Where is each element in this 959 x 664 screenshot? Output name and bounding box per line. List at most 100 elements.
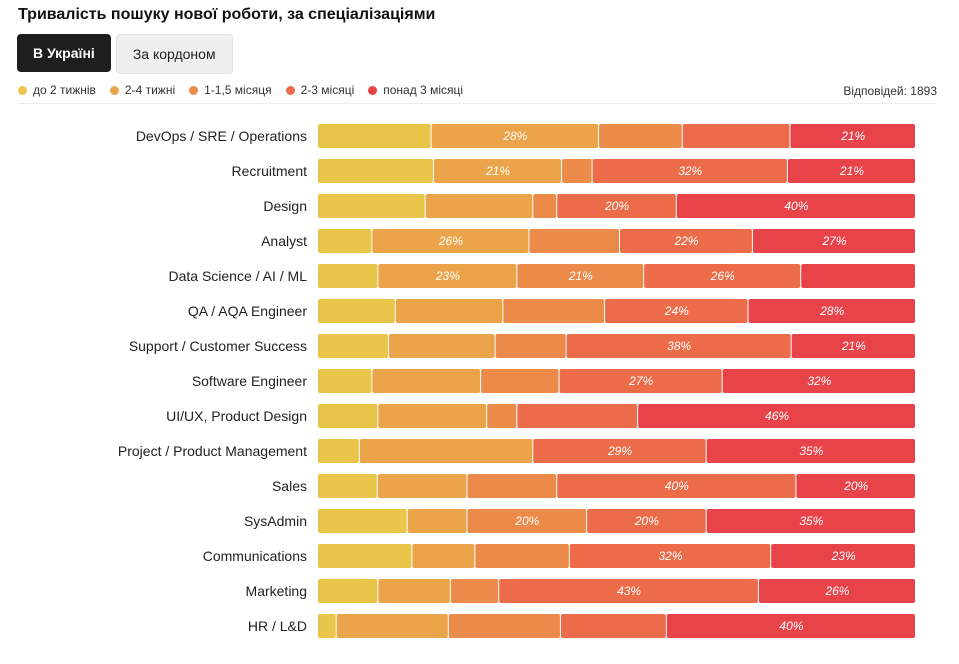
bar-segment-design-2[interactable] bbox=[425, 194, 533, 218]
bar-segment-marketing-4[interactable] bbox=[499, 579, 758, 603]
bar-segment-software-engineer-4[interactable] bbox=[559, 369, 722, 393]
bar-segment-software-engineer-2[interactable] bbox=[372, 369, 481, 393]
bar-segment-communications-2[interactable] bbox=[412, 544, 475, 568]
legend-dot-2 bbox=[109, 85, 119, 95]
bar-segment-sysadmin-5[interactable] bbox=[706, 509, 915, 533]
bar-segment-design-5[interactable] bbox=[676, 194, 915, 218]
bar-segment-software-engineer-3[interactable] bbox=[481, 369, 559, 393]
category-label-sales: Sales bbox=[272, 478, 307, 494]
bar-segment-analyst-3[interactable] bbox=[529, 229, 620, 253]
legend-item-4: 2-3 місяці bbox=[285, 83, 355, 97]
bar-segment-software-engineer-5[interactable] bbox=[722, 369, 915, 393]
bar-segment-marketing-5[interactable] bbox=[758, 579, 915, 603]
bar-segment-support-customer-success-1[interactable] bbox=[318, 334, 389, 358]
bar-segment-sales-3[interactable] bbox=[467, 474, 557, 498]
bar-segment-qa-aqa-engineer-4[interactable] bbox=[605, 299, 748, 323]
bar-segment-data-science-ai-ml-1[interactable] bbox=[318, 264, 378, 288]
bar-segment-recruitment-3[interactable] bbox=[562, 159, 592, 183]
data-label-support-customer-success-4: 38% bbox=[667, 339, 691, 353]
bar-segment-project-product-management-4[interactable] bbox=[533, 439, 706, 463]
bar-segment-analyst-1[interactable] bbox=[318, 229, 372, 253]
bar-segment-ui-ux-product-design-3[interactable] bbox=[487, 404, 517, 428]
bar-segment-sysadmin-2[interactable] bbox=[407, 509, 467, 533]
bar-segment-support-customer-success-4[interactable] bbox=[566, 334, 791, 358]
bar-segment-ui-ux-product-design-2[interactable] bbox=[378, 404, 487, 428]
data-label-ui-ux-product-design-5: 46% bbox=[765, 409, 789, 423]
bar-segment-analyst-5[interactable] bbox=[752, 229, 915, 253]
bar-segment-devops-sre-operations-3[interactable] bbox=[599, 124, 682, 148]
bar-segment-hr-l-d-5[interactable] bbox=[666, 614, 915, 638]
bar-segment-marketing-2[interactable] bbox=[378, 579, 450, 603]
bar-segment-devops-sre-operations-5[interactable] bbox=[790, 124, 915, 148]
bar-segment-hr-l-d-3[interactable] bbox=[448, 614, 560, 638]
bar-segment-support-customer-success-3[interactable] bbox=[495, 334, 566, 358]
bar-segment-recruitment-1[interactable] bbox=[318, 159, 433, 183]
bar-segment-sales-2[interactable] bbox=[377, 474, 467, 498]
bar-segment-hr-l-d-1[interactable] bbox=[318, 614, 336, 638]
bar-segment-project-product-management-1[interactable] bbox=[318, 439, 359, 463]
bar-segment-sales-5[interactable] bbox=[796, 474, 915, 498]
bar-segment-devops-sre-operations-1[interactable] bbox=[318, 124, 431, 148]
legend-label-4: 2-3 місяці bbox=[300, 83, 355, 97]
bar-segment-ui-ux-product-design-5[interactable] bbox=[638, 404, 915, 428]
category-label-devops-sre-operations: DevOps / SRE / Operations bbox=[136, 128, 307, 144]
data-label-sales-4: 40% bbox=[665, 479, 689, 493]
bar-segment-communications-1[interactable] bbox=[318, 544, 412, 568]
bar-segment-marketing-1[interactable] bbox=[318, 579, 378, 603]
data-label-sysadmin-3: 20% bbox=[514, 514, 539, 528]
bar-segment-recruitment-5[interactable] bbox=[787, 159, 915, 183]
bar-segment-communications-3[interactable] bbox=[475, 544, 569, 568]
category-label-ui-ux-product-design: UI/UX, Product Design bbox=[166, 408, 307, 424]
bar-segment-hr-l-d-4[interactable] bbox=[560, 614, 666, 638]
bar-segment-sales-1[interactable] bbox=[318, 474, 377, 498]
tab-ukraine[interactable]: В Україні bbox=[17, 34, 111, 72]
bar-segment-qa-aqa-engineer-5[interactable] bbox=[748, 299, 915, 323]
legend-item-1: до 2 тижнів bbox=[18, 83, 96, 97]
data-label-sysadmin-4: 20% bbox=[634, 514, 659, 528]
category-label-marketing: Marketing bbox=[246, 583, 307, 599]
category-label-project-product-management: Project / Product Management bbox=[118, 443, 307, 459]
bar-segment-design-3[interactable] bbox=[533, 194, 557, 218]
legend-label-5: понад 3 місяці bbox=[383, 83, 464, 97]
bar-segment-marketing-3[interactable] bbox=[450, 579, 499, 603]
data-label-devops-sre-operations-5: 21% bbox=[840, 129, 865, 143]
bar-segment-support-customer-success-2[interactable] bbox=[389, 334, 495, 358]
bar-segment-data-science-ai-ml-3[interactable] bbox=[517, 264, 644, 288]
bar-segment-data-science-ai-ml-2[interactable] bbox=[378, 264, 517, 288]
bar-segment-sysadmin-3[interactable] bbox=[467, 509, 587, 533]
legend-dot-1 bbox=[18, 85, 27, 95]
data-label-sales-5: 20% bbox=[843, 479, 868, 493]
bar-segment-support-customer-success-5[interactable] bbox=[791, 334, 915, 358]
bar-segment-analyst-2[interactable] bbox=[372, 229, 529, 253]
data-label-marketing-5: 26% bbox=[824, 584, 849, 598]
bar-segment-design-1[interactable] bbox=[318, 194, 425, 218]
bar-segment-ui-ux-product-design-1[interactable] bbox=[318, 404, 378, 428]
bar-segment-devops-sre-operations-2[interactable] bbox=[431, 124, 599, 148]
bar-segment-qa-aqa-engineer-3[interactable] bbox=[503, 299, 605, 323]
bar-segment-data-science-ai-ml-5[interactable] bbox=[801, 264, 915, 288]
bar-segment-devops-sre-operations-4[interactable] bbox=[682, 124, 790, 148]
bar-segment-design-4[interactable] bbox=[557, 194, 676, 218]
bar-segment-sysadmin-1[interactable] bbox=[318, 509, 407, 533]
legend-dot-3 bbox=[189, 85, 199, 95]
bar-segment-sysadmin-4[interactable] bbox=[587, 509, 706, 533]
bar-segment-hr-l-d-2[interactable] bbox=[336, 614, 448, 638]
bar-segment-project-product-management-5[interactable] bbox=[706, 439, 915, 463]
bar-segment-qa-aqa-engineer-2[interactable] bbox=[395, 299, 503, 323]
bar-segment-recruitment-4[interactable] bbox=[592, 159, 787, 183]
bar-segment-software-engineer-1[interactable] bbox=[318, 369, 372, 393]
data-label-devops-sre-operations-2: 28% bbox=[502, 129, 527, 143]
data-label-analyst-5: 27% bbox=[821, 234, 846, 248]
tab-abroad[interactable]: За кордоном bbox=[115, 34, 233, 74]
legend-item-3: 1-1,5 місяця bbox=[189, 83, 272, 97]
bar-segment-project-product-management-2[interactable] bbox=[359, 439, 533, 463]
bar-segment-communications-4[interactable] bbox=[569, 544, 771, 568]
bar-segment-data-science-ai-ml-4[interactable] bbox=[644, 264, 801, 288]
bar-segment-recruitment-2[interactable] bbox=[433, 159, 562, 183]
bar-segment-sales-4[interactable] bbox=[557, 474, 796, 498]
bar-segment-analyst-4[interactable] bbox=[620, 229, 752, 253]
bar-segment-communications-5[interactable] bbox=[771, 544, 915, 568]
bar-segment-qa-aqa-engineer-1[interactable] bbox=[318, 299, 395, 323]
bar-segment-ui-ux-product-design-4[interactable] bbox=[517, 404, 638, 428]
